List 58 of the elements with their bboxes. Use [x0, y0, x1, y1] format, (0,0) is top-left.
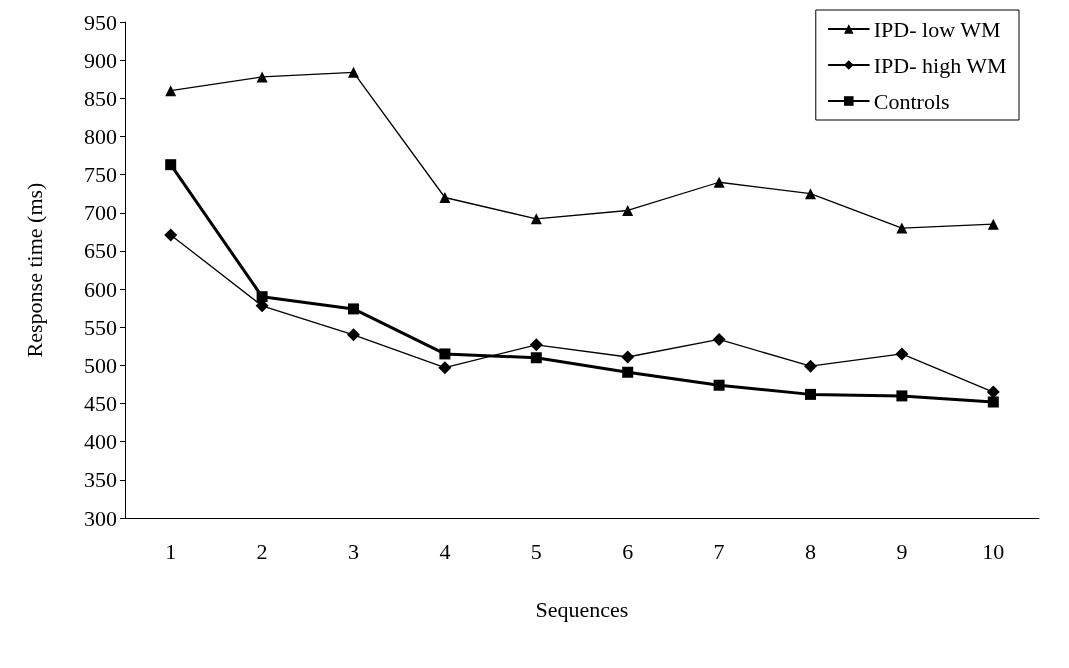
point: [896, 390, 908, 402]
point: [530, 352, 542, 364]
y-tick-label: 750: [84, 162, 117, 188]
point: [713, 379, 725, 391]
y-tick-label: 700: [84, 200, 117, 226]
point: [713, 176, 725, 188]
x-axis-title: Sequences: [535, 596, 629, 622]
y-tick-label: 350: [84, 467, 117, 493]
point: [805, 188, 816, 200]
y-tick-label: 800: [84, 123, 117, 149]
x-tick-label: 7: [713, 538, 725, 564]
legend-label: IPD- low WM: [873, 16, 1001, 42]
y-tick-label: 500: [84, 352, 117, 378]
point: [348, 66, 359, 78]
point: [987, 218, 999, 230]
x-tick-label: 3: [348, 538, 359, 564]
point: [529, 338, 543, 352]
point: [256, 71, 268, 83]
point: [986, 385, 1000, 399]
point: [165, 159, 177, 171]
point: [347, 328, 360, 342]
y-tick-label: 300: [84, 505, 117, 531]
x-tick-label: 10: [982, 538, 1005, 564]
x-tick-label: 4: [439, 538, 451, 564]
y-tick-label: 600: [84, 276, 117, 302]
point: [896, 222, 908, 234]
point: [439, 348, 451, 360]
point: [256, 291, 268, 303]
y-tick-label: 850: [84, 85, 117, 111]
y-tick-label: 450: [84, 391, 117, 417]
point: [348, 303, 359, 315]
y-tick-label: 650: [84, 238, 117, 264]
x-tick-label: 8: [805, 538, 816, 564]
y-tick-label: 900: [84, 47, 117, 73]
x-tick-label: 1: [165, 538, 177, 564]
point: [439, 192, 451, 204]
x-tick-label: 2: [256, 538, 268, 564]
point: [530, 213, 542, 225]
x-tick-label: 5: [530, 538, 542, 564]
y-tick-label: 550: [84, 314, 117, 340]
x-tick-label: 6: [622, 538, 634, 564]
point: [622, 204, 634, 216]
point: [987, 396, 999, 408]
point: [804, 359, 817, 373]
point: [438, 361, 452, 375]
y-axis-title: Response time (ms): [21, 182, 47, 358]
point: [165, 85, 177, 97]
legend-label: IPD- high WM: [873, 52, 1007, 78]
point: [712, 332, 726, 346]
point: [895, 347, 909, 361]
point: [164, 228, 178, 242]
y-tick-label: 400: [84, 429, 117, 455]
point: [621, 350, 635, 364]
point: [622, 366, 634, 378]
point: [805, 388, 816, 400]
y-tick-label: 950: [84, 9, 117, 35]
x-tick-label: 9: [896, 538, 908, 564]
legend-label: Controls: [873, 88, 950, 114]
